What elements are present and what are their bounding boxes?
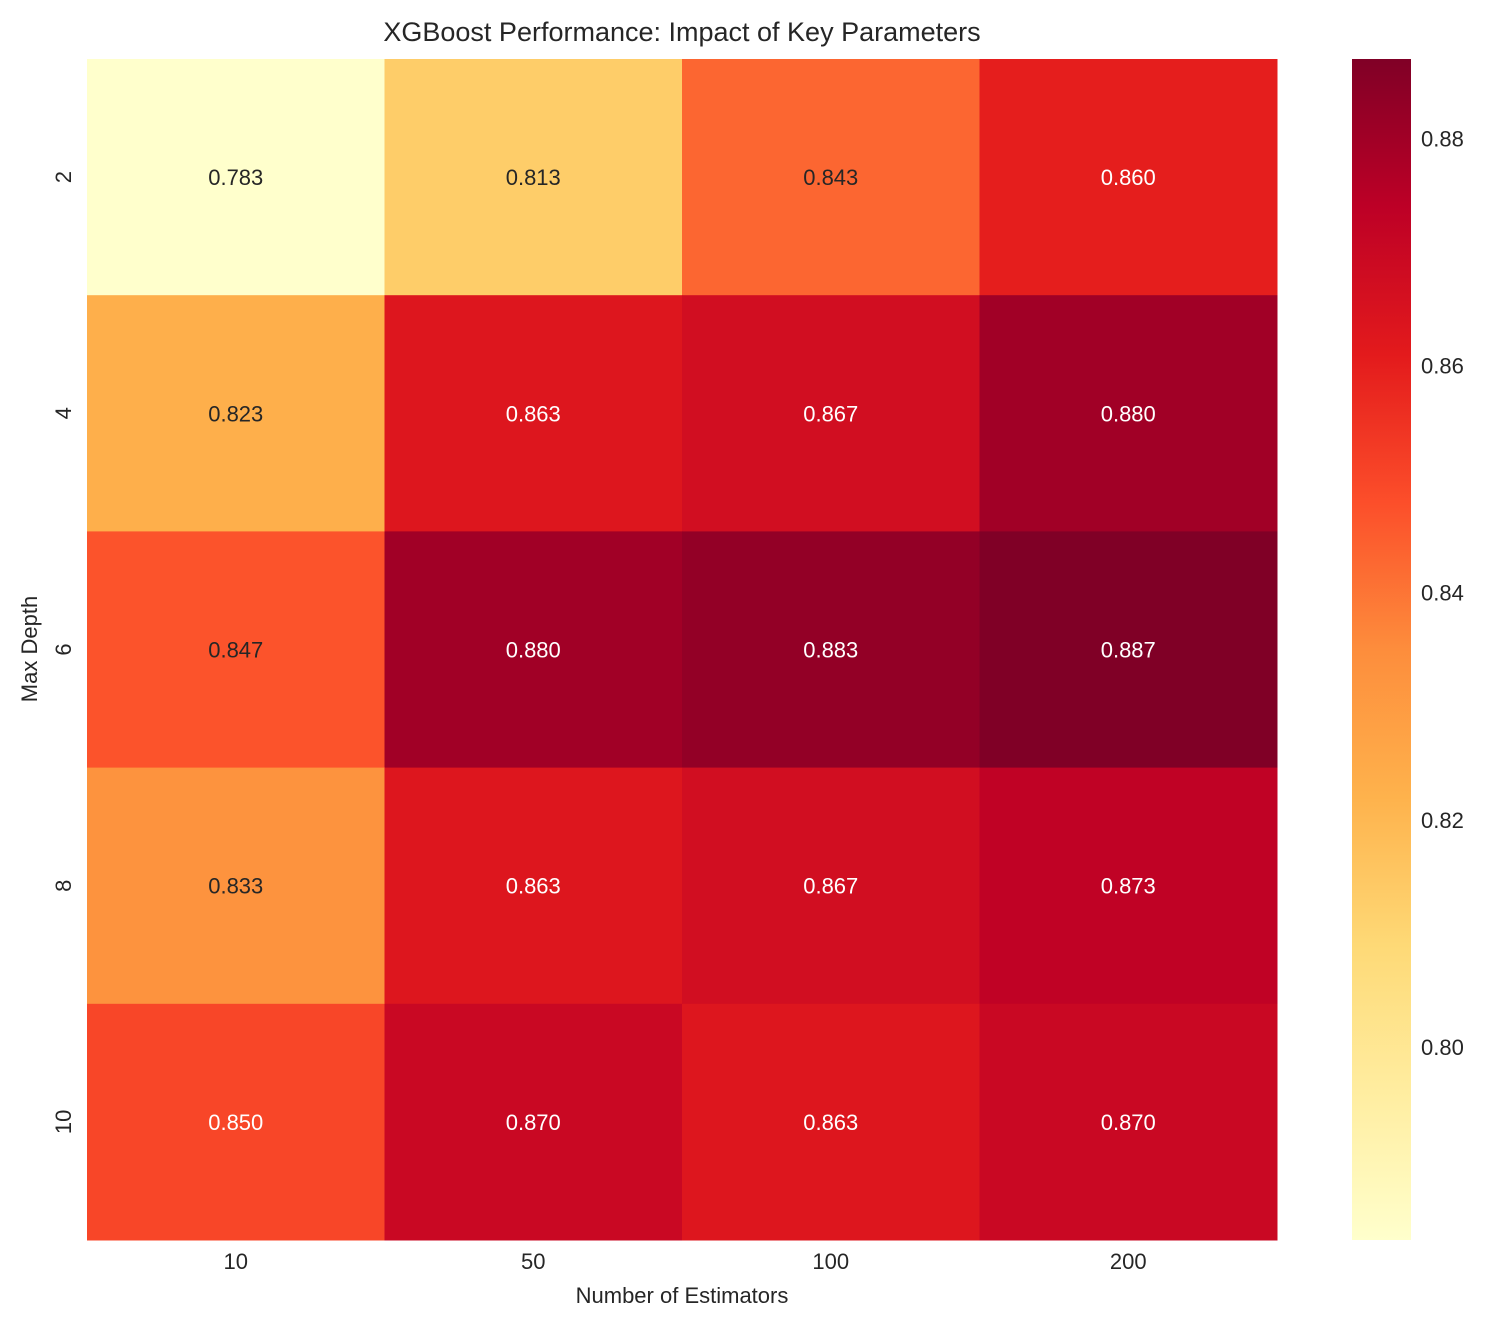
- x-tick-label: 10: [224, 1249, 248, 1274]
- x-axis-ticks: 10 50 100 200: [224, 1249, 1147, 1274]
- x-tick-label: 200: [1110, 1249, 1147, 1274]
- heatmap-cell: [384, 59, 683, 296]
- heatmap-cell-value: 0.873: [1101, 874, 1156, 899]
- heatmap-cell: [384, 531, 683, 769]
- heatmap-cell: [682, 1003, 980, 1241]
- y-tick-label: 8: [51, 880, 76, 892]
- y-tick-label: 4: [51, 407, 76, 419]
- y-tick-label: 6: [51, 643, 76, 655]
- heatmap-cell-value: 0.883: [803, 638, 858, 663]
- heatmap-cell: [979, 59, 1278, 296]
- colorbar: [1352, 59, 1411, 1240]
- colorbar-tick-label: 0.86: [1421, 354, 1464, 379]
- heatmap-cell: [682, 59, 980, 296]
- y-axis-label: Max Depth: [17, 596, 42, 702]
- y-tick-label: 2: [51, 171, 76, 183]
- heatmap-cell-value: 0.847: [208, 638, 263, 663]
- colorbar-tick-label: 0.88: [1421, 126, 1464, 151]
- heatmap-cell: [384, 295, 683, 532]
- heatmap-cell-value: 0.870: [506, 1110, 561, 1135]
- heatmap-cell: [87, 531, 385, 769]
- chart-title: XGBoost Performance: Impact of Key Param…: [383, 17, 980, 47]
- heatmap-cell-value: 0.880: [506, 638, 561, 663]
- heatmap-cell-value: 0.863: [506, 874, 561, 899]
- heatmap-cells: [87, 59, 1278, 1241]
- heatmap-cell: [87, 1003, 385, 1241]
- heatmap-cell-value: 0.813: [506, 165, 561, 190]
- heatmap-cell: [87, 767, 385, 1005]
- heatmap-cell-value: 0.850: [208, 1110, 263, 1135]
- heatmap-cell-value: 0.860: [1101, 165, 1156, 190]
- heatmap-cell-value: 0.843: [803, 165, 858, 190]
- heatmap-cell-value: 0.783: [208, 165, 263, 190]
- heatmap-cell-value: 0.870: [1101, 1110, 1156, 1135]
- heatmap-cell-value: 0.833: [208, 874, 263, 899]
- heatmap-cell-labels: 0.783 0.813 0.843 0.860 0.823 0.863 0.867 0.880…: [208, 165, 1156, 1135]
- heatmap-cell-value: 0.863: [803, 1110, 858, 1135]
- heatmap-cell-value: 0.867: [803, 401, 858, 426]
- heatmap-cell: [979, 1003, 1278, 1241]
- heatmap-cell-value: 0.863: [506, 401, 561, 426]
- x-axis-label: Number of Estimators: [576, 1283, 789, 1308]
- y-tick-label: 10: [51, 1110, 76, 1134]
- colorbar-tick-label: 0.80: [1421, 1035, 1464, 1060]
- heatmap-cell: [384, 1003, 683, 1241]
- heatmap-cell-value: 0.880: [1101, 401, 1156, 426]
- heatmap-cell: [682, 531, 980, 769]
- heatmap-cell: [979, 295, 1278, 532]
- heatmap-cell: [87, 59, 385, 296]
- x-tick-label: 100: [812, 1249, 849, 1274]
- heatmap-cell-value: 0.887: [1101, 638, 1156, 663]
- x-tick-label: 50: [521, 1249, 545, 1274]
- colorbar-tick-label: 0.82: [1421, 808, 1464, 833]
- heatmap-cell: [682, 295, 980, 532]
- heatmap-cell: [979, 531, 1278, 769]
- heatmap-cell: [87, 295, 385, 532]
- heatmap-cell: [979, 767, 1278, 1005]
- y-axis-ticks: 2 4 6 8 10: [51, 171, 76, 1134]
- heatmap-cell: [682, 767, 980, 1005]
- colorbar-ticks: 0.80 0.82 0.84 0.86 0.88: [1421, 126, 1464, 1059]
- heatmap-cell: [384, 767, 683, 1005]
- heatmap-cell-value: 0.867: [803, 874, 858, 899]
- heatmap-cell-value: 0.823: [208, 401, 263, 426]
- colorbar-tick-label: 0.84: [1421, 581, 1464, 606]
